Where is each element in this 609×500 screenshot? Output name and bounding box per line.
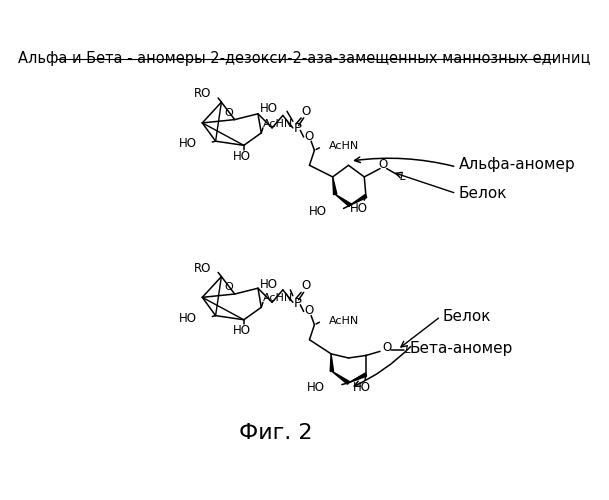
Polygon shape bbox=[350, 194, 367, 205]
Text: Бета-аномер: Бета-аномер bbox=[409, 340, 513, 355]
Text: Альфа и Бета - аномеры 2-дезокси-2-аза-замещенных маннозных единиц: Альфа и Бета - аномеры 2-дезокси-2-аза-з… bbox=[18, 50, 591, 66]
Text: O: O bbox=[378, 158, 387, 171]
Text: O: O bbox=[224, 108, 233, 118]
Text: RO: RO bbox=[194, 262, 211, 275]
Text: HO: HO bbox=[260, 278, 278, 290]
Text: HO: HO bbox=[233, 324, 251, 337]
Text: HO: HO bbox=[233, 150, 251, 162]
Polygon shape bbox=[332, 372, 350, 384]
Text: HO: HO bbox=[179, 312, 197, 324]
Text: O: O bbox=[301, 105, 311, 118]
Text: O: O bbox=[382, 340, 392, 353]
Text: O: O bbox=[224, 282, 233, 292]
Polygon shape bbox=[348, 373, 367, 383]
Text: HO: HO bbox=[309, 206, 327, 218]
Text: RO: RO bbox=[194, 88, 211, 101]
Text: L: L bbox=[400, 172, 406, 182]
Text: O: O bbox=[301, 279, 311, 292]
Text: AcHN: AcHN bbox=[329, 141, 360, 151]
Text: AcHN: AcHN bbox=[263, 293, 293, 303]
Polygon shape bbox=[330, 354, 334, 372]
Text: AcHN: AcHN bbox=[329, 316, 360, 326]
Text: L: L bbox=[405, 344, 412, 354]
Text: P: P bbox=[294, 296, 302, 310]
Text: O: O bbox=[305, 304, 314, 317]
Text: HO: HO bbox=[179, 137, 197, 150]
Text: Альфа-аномер: Альфа-аномер bbox=[459, 157, 576, 172]
Text: HO: HO bbox=[350, 202, 368, 215]
Text: HO: HO bbox=[307, 380, 325, 394]
Text: P: P bbox=[294, 122, 302, 135]
Text: HO: HO bbox=[353, 382, 371, 394]
Text: Белок: Белок bbox=[442, 309, 491, 324]
Text: HO: HO bbox=[260, 102, 278, 116]
Text: Белок: Белок bbox=[459, 186, 507, 201]
Polygon shape bbox=[335, 194, 351, 206]
Text: Фиг. 2: Фиг. 2 bbox=[239, 422, 313, 442]
Text: O: O bbox=[305, 130, 314, 142]
Polygon shape bbox=[333, 177, 337, 194]
Text: AcHN: AcHN bbox=[263, 119, 293, 129]
